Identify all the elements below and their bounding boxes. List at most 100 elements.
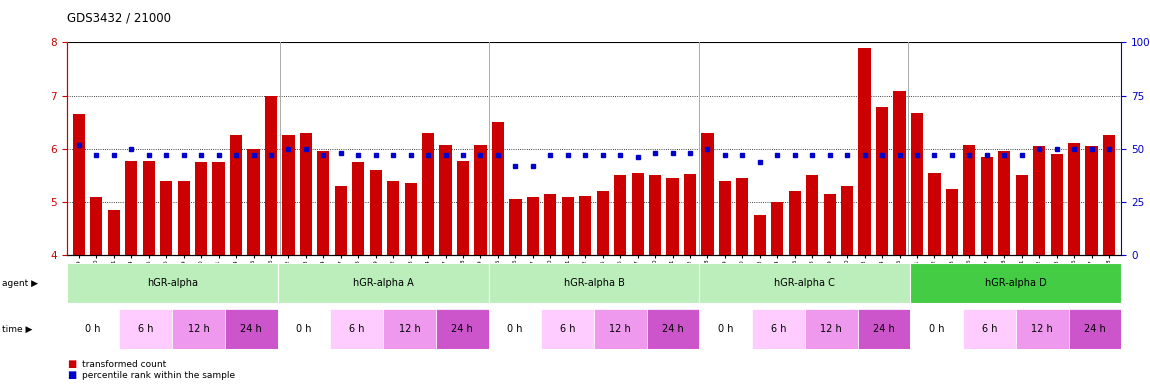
Text: ■: ■	[67, 370, 76, 380]
Text: 12 h: 12 h	[610, 324, 631, 334]
Bar	[405, 184, 416, 255]
Text: hGR-alpha A: hGR-alpha A	[353, 278, 414, 288]
Text: 24 h: 24 h	[240, 324, 262, 334]
Bar	[369, 170, 382, 255]
Bar	[300, 133, 312, 255]
Text: 6 h: 6 h	[560, 324, 575, 334]
Bar	[597, 191, 608, 255]
Bar	[492, 122, 504, 255]
Bar	[90, 197, 102, 255]
Bar	[225, 309, 277, 349]
Bar	[196, 162, 207, 255]
Bar	[1033, 146, 1045, 255]
Bar	[823, 194, 836, 255]
Bar	[719, 181, 731, 255]
Bar	[67, 263, 277, 303]
Text: 12 h: 12 h	[399, 324, 420, 334]
Bar	[282, 136, 294, 255]
Bar	[894, 91, 906, 255]
Text: agent ▶: agent ▶	[2, 279, 38, 288]
Text: 0 h: 0 h	[297, 324, 312, 334]
Bar	[964, 144, 975, 255]
Bar	[509, 199, 521, 255]
Bar	[945, 189, 958, 255]
Bar	[805, 309, 858, 349]
Bar	[1015, 309, 1068, 349]
Bar	[631, 173, 644, 255]
Bar	[1103, 136, 1116, 255]
Text: hGR-alpha C: hGR-alpha C	[774, 278, 835, 288]
Bar	[806, 175, 819, 255]
Bar	[911, 113, 923, 255]
Text: 6 h: 6 h	[138, 324, 154, 334]
Text: hGR-alpha D: hGR-alpha D	[984, 278, 1046, 288]
Bar	[317, 151, 329, 255]
Text: 0 h: 0 h	[85, 324, 101, 334]
Bar	[772, 202, 783, 255]
Text: ■: ■	[67, 359, 76, 369]
Bar	[736, 178, 749, 255]
Bar	[699, 263, 911, 303]
Bar	[859, 48, 871, 255]
Bar	[489, 309, 542, 349]
Text: 12 h: 12 h	[187, 324, 209, 334]
Bar	[247, 149, 260, 255]
Text: 24 h: 24 h	[1084, 324, 1106, 334]
Bar	[457, 161, 469, 255]
Bar	[1015, 175, 1028, 255]
Bar	[542, 309, 593, 349]
Bar	[646, 309, 699, 349]
Text: 24 h: 24 h	[662, 324, 684, 334]
Bar	[125, 161, 137, 255]
Bar	[277, 263, 489, 303]
Text: 6 h: 6 h	[348, 324, 365, 334]
Bar	[841, 186, 853, 255]
Text: time ▶: time ▶	[2, 325, 32, 334]
Bar	[1086, 146, 1098, 255]
Bar	[172, 309, 225, 349]
Bar	[352, 162, 365, 255]
Text: GDS3432 / 21000: GDS3432 / 21000	[67, 12, 170, 25]
Bar	[436, 309, 489, 349]
Bar	[264, 96, 277, 255]
Bar	[911, 309, 963, 349]
Bar	[439, 144, 452, 255]
Bar	[858, 309, 911, 349]
Bar	[422, 133, 435, 255]
Text: 6 h: 6 h	[982, 324, 997, 334]
Bar	[335, 186, 347, 255]
Bar	[684, 174, 696, 255]
Bar	[789, 191, 800, 255]
Bar	[702, 133, 713, 255]
Text: 24 h: 24 h	[451, 324, 473, 334]
Bar	[213, 162, 224, 255]
Text: 12 h: 12 h	[1032, 324, 1053, 334]
Bar	[527, 197, 539, 255]
Bar	[911, 263, 1121, 303]
Bar	[580, 196, 591, 255]
Text: 12 h: 12 h	[820, 324, 842, 334]
Text: 0 h: 0 h	[718, 324, 734, 334]
Bar	[544, 194, 557, 255]
Bar	[108, 210, 120, 255]
Bar	[752, 309, 805, 349]
Bar	[667, 178, 678, 255]
Bar	[595, 309, 646, 349]
Text: 0 h: 0 h	[507, 324, 522, 334]
Bar	[475, 144, 486, 255]
Bar	[143, 161, 155, 255]
Bar	[928, 173, 941, 255]
Text: transformed count: transformed count	[82, 360, 166, 369]
Bar	[277, 309, 330, 349]
Bar	[67, 309, 120, 349]
Bar	[981, 157, 992, 255]
Bar	[489, 263, 699, 303]
Bar	[1051, 154, 1063, 255]
Bar	[230, 136, 243, 255]
Bar	[963, 309, 1015, 349]
Bar	[753, 215, 766, 255]
Bar	[561, 197, 574, 255]
Bar	[177, 181, 190, 255]
Bar	[330, 309, 383, 349]
Bar	[383, 309, 436, 349]
